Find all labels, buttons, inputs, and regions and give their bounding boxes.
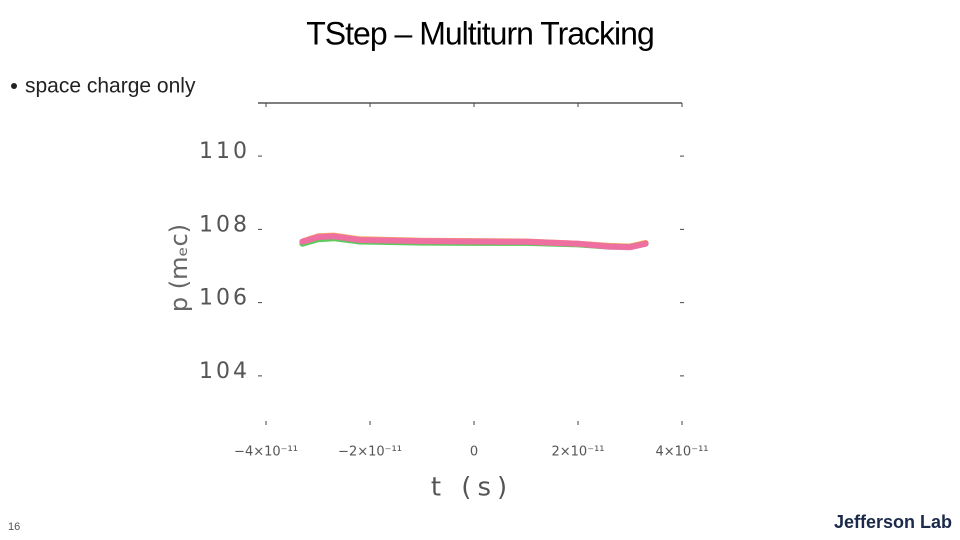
y-axis-label: p (mₑc) — [165, 224, 193, 312]
slide-title: TStep – Multiturn Tracking — [306, 15, 653, 51]
x-tick-label: 4×10⁻¹¹ — [656, 445, 709, 460]
y-tick-label: 104 — [199, 359, 250, 384]
bullet-text: space charge only — [25, 75, 196, 98]
page-number: 16 — [8, 521, 20, 533]
y-tick-label: 108 — [199, 212, 250, 237]
x-axis-label: t (s) — [431, 473, 513, 503]
y-tick-label: 110 — [199, 139, 250, 164]
particle-band — [299, 233, 649, 251]
x-tick-label: −2×10⁻¹¹ — [338, 445, 402, 460]
x-tick-label: 2×10⁻¹¹ — [552, 445, 605, 460]
x-tick-label: 0 — [470, 445, 478, 460]
y-tick-label: 106 — [199, 286, 250, 311]
x-tick-label: −4×10⁻¹¹ — [234, 445, 298, 460]
logo: Jefferson Lab — [834, 512, 952, 532]
bullet-dot — [11, 83, 17, 89]
